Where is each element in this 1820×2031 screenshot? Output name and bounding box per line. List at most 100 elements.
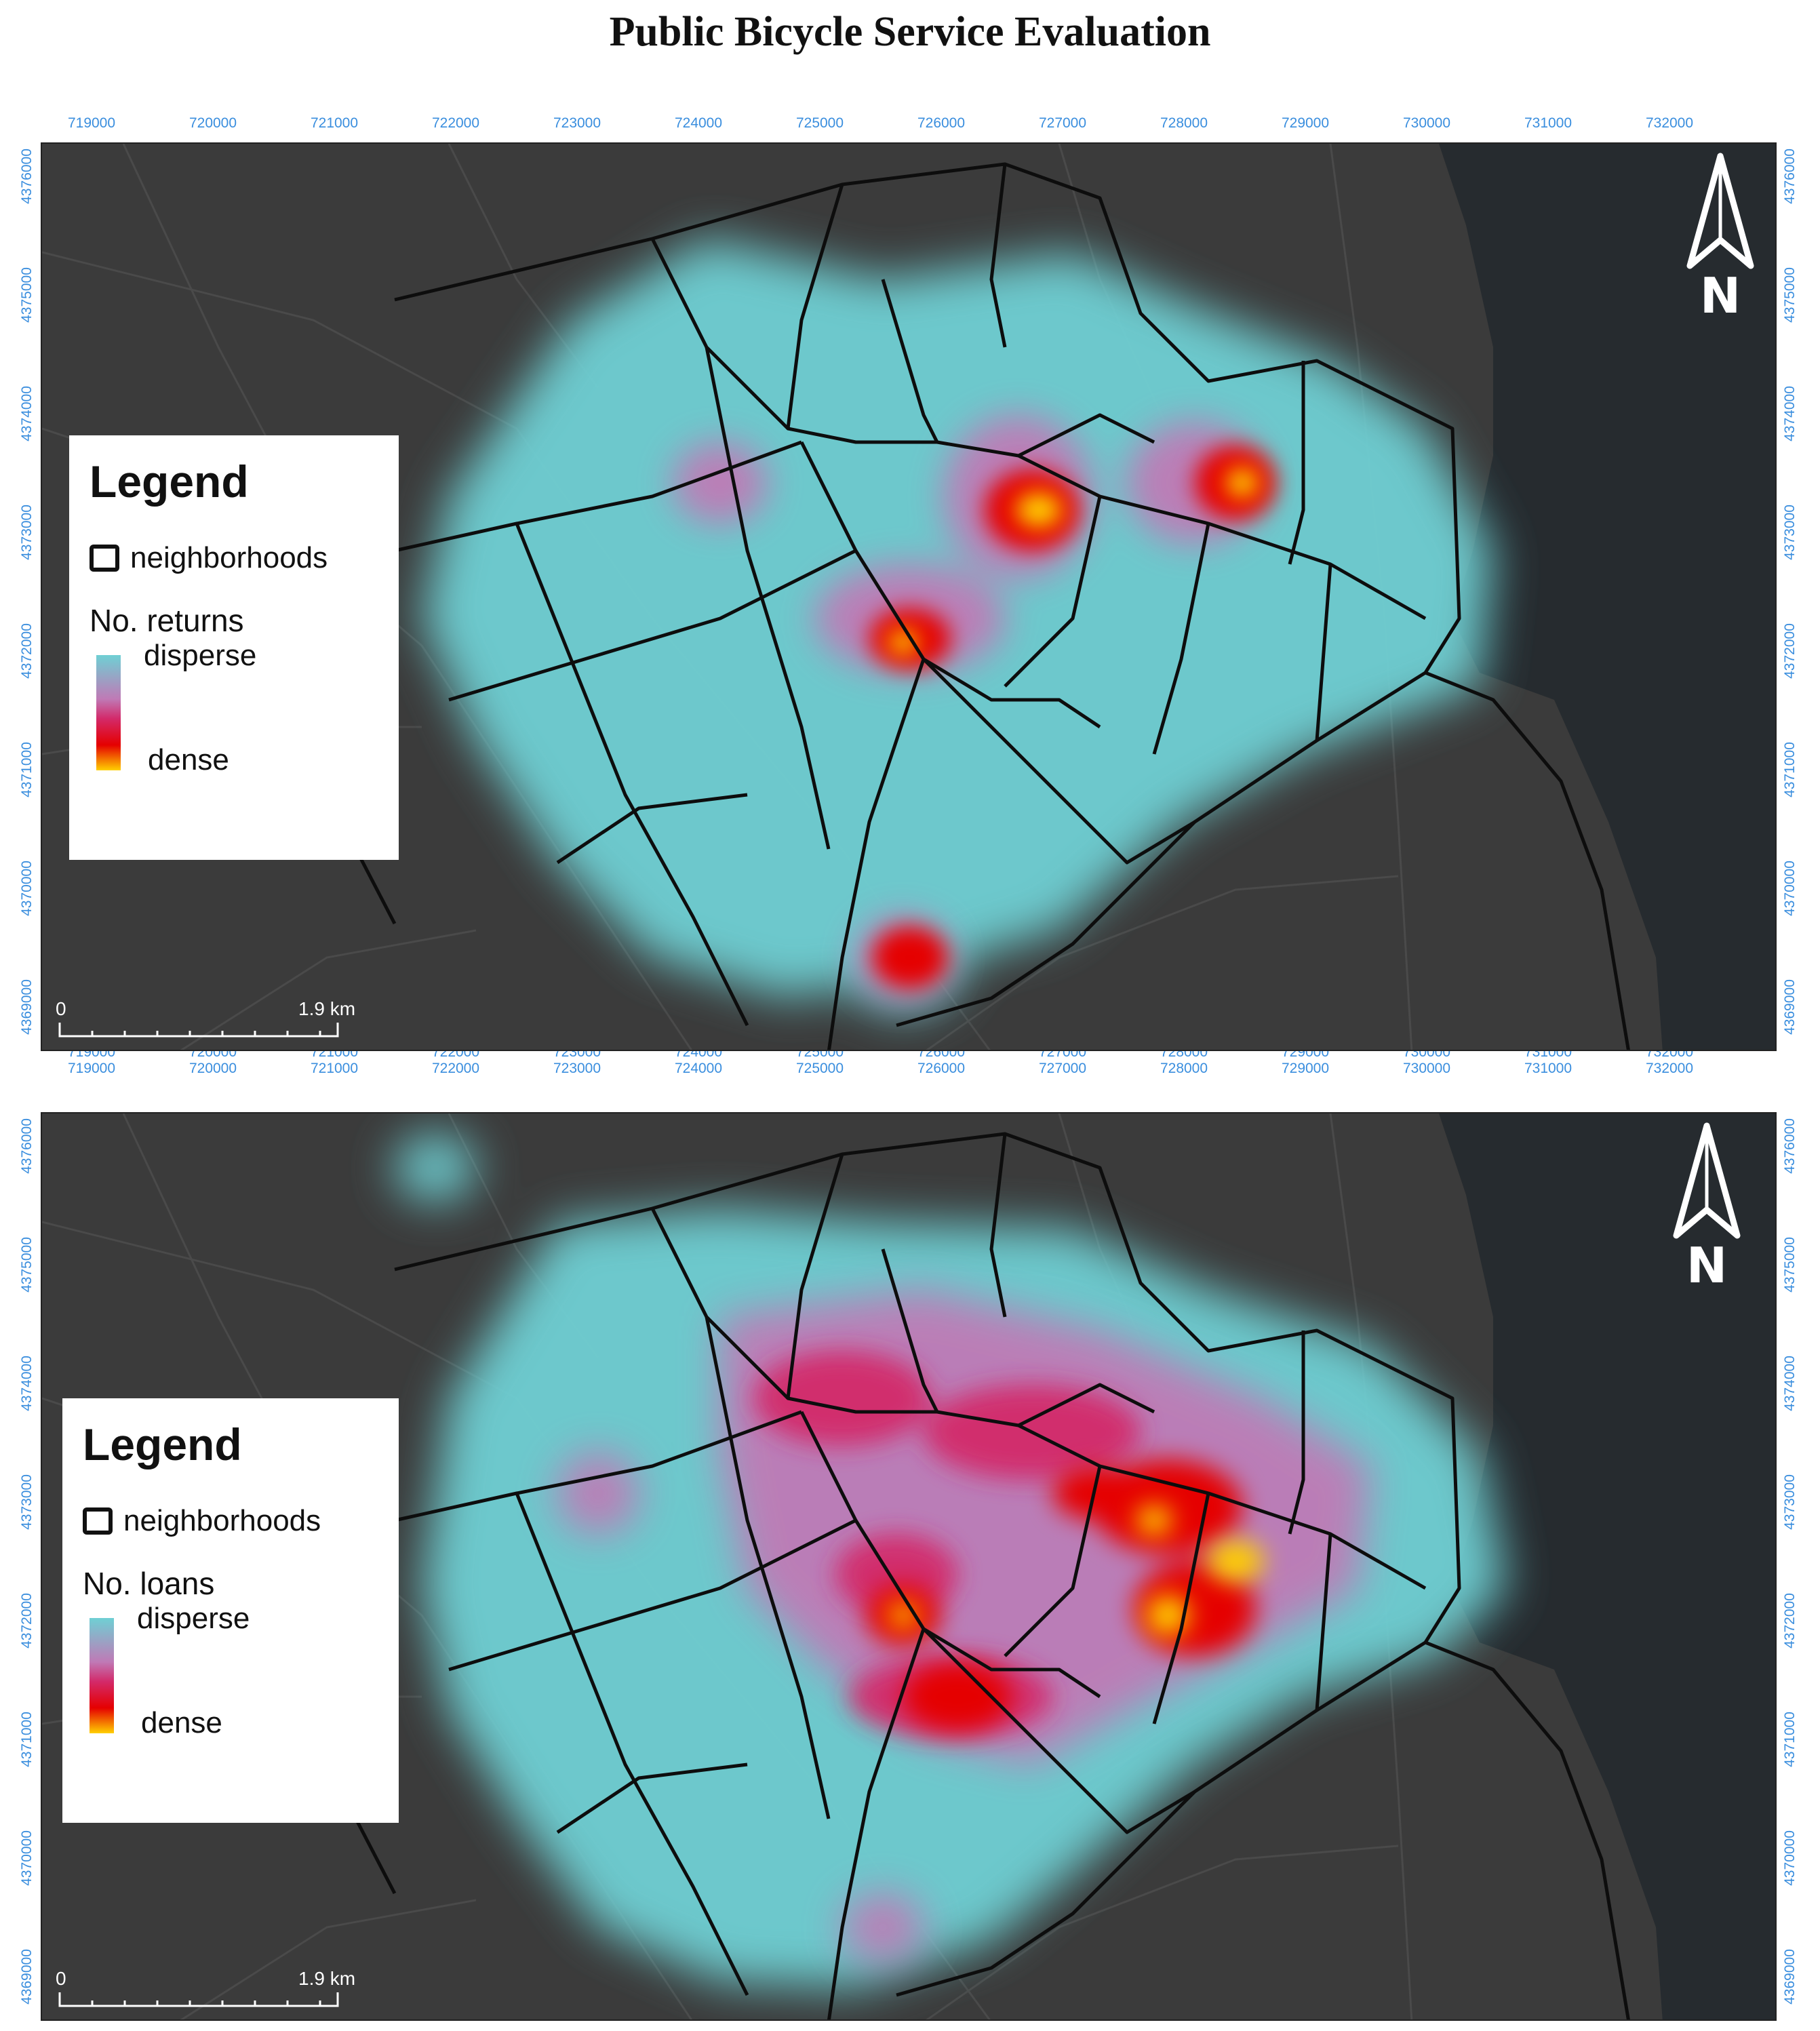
x-tick-label: 726000: [917, 115, 966, 131]
neighborhood-swatch: [83, 1507, 113, 1535]
north-arrow: N: [1683, 151, 1758, 327]
x-tick-label: 732000: [1645, 1061, 1694, 1076]
y-tick-label: 4370000: [1782, 1830, 1798, 1886]
y-tick-label: 4369000: [19, 1949, 35, 2005]
density-gradient: [90, 1618, 114, 1733]
x-tick-label: 729000: [1281, 1061, 1330, 1076]
y-tick-label: 4374000: [19, 1356, 35, 1411]
scale-end-label: 1.9 km: [298, 1968, 356, 1989]
y-tick-label: 4372000: [1782, 1593, 1798, 1649]
y-tick-label: 4374000: [1782, 386, 1798, 441]
scale-bar: 0 1.9 km: [56, 1968, 374, 2015]
loans-heatmap-svg: [42, 1113, 1775, 2019]
x-tick-label: 722000: [431, 1061, 480, 1076]
scale-bar: 0 1.9 km: [56, 998, 374, 1046]
legend-layer-label: neighborhoods: [130, 541, 328, 574]
scale-end-label: 1.9 km: [298, 998, 356, 1019]
y-tick-label: 4369000: [1782, 979, 1798, 1035]
x-tick-label: 732000: [1645, 115, 1694, 131]
x-tick-label: 723000: [553, 1061, 601, 1076]
y-tick-label: 4372000: [19, 1593, 35, 1649]
north-label: N: [1699, 267, 1741, 324]
ramp-bottom-label: dense: [141, 1706, 222, 1739]
returns-heatmap-svg: [42, 144, 1775, 1050]
ramp-top-label: disperse: [137, 1602, 250, 1635]
x-tick-label: 720000: [189, 115, 237, 131]
page-title: Public Bicycle Service Evaluation: [609, 9, 1211, 55]
x-tick-label: 721000: [310, 115, 359, 131]
legend-layer-label: neighborhoods: [123, 1504, 321, 1537]
y-tick-label: 4370000: [19, 861, 35, 916]
y-tick-label: 4373000: [1782, 505, 1798, 560]
y-tick-label: 4374000: [1782, 1356, 1798, 1411]
x-tick-label: 726000: [917, 1061, 966, 1076]
legend-layer-row: neighborhoods: [90, 541, 378, 575]
north-label: N: [1686, 1237, 1728, 1294]
y-tick-label: 4376000: [1782, 1118, 1798, 1174]
north-arrow: N: [1669, 1120, 1744, 1297]
y-tick-label: 4376000: [19, 1118, 35, 1174]
scale-start-label: 0: [56, 1968, 66, 1989]
ramp-bottom-label: dense: [148, 743, 229, 776]
y-tick-label: 4371000: [19, 1712, 35, 1767]
y-tick-label: 4375000: [1782, 1237, 1798, 1293]
legend-color-ramp: disperse dense: [83, 1602, 378, 1739]
y-tick-label: 4375000: [1782, 267, 1798, 323]
x-tick-label: 724000: [674, 115, 723, 131]
x-tick-label: 731000: [1524, 1061, 1572, 1076]
neighborhood-boundaries: [243, 1132, 1630, 2019]
y-tick-label: 4373000: [1782, 1474, 1798, 1530]
y-ticks-left: 4376000 4375000 4374000 4373000 4372000 43710…: [14, 142, 41, 1051]
scale-bar-graphic: [58, 1023, 339, 1038]
y-tick-label: 4370000: [19, 1830, 35, 1886]
neighborhood-swatch: [90, 545, 119, 572]
x-tick-label: 727000: [1038, 1061, 1087, 1076]
returns-map-panel: 719000 720000 721000 722000 723000 724000 7250…: [14, 102, 1804, 1060]
x-tick-label: 720000: [189, 1061, 237, 1076]
y-tick-label: 4376000: [19, 149, 35, 204]
y-tick-label: 4373000: [19, 1474, 35, 1530]
legend-title: Legend: [90, 456, 249, 507]
north-arrow-icon: [1673, 1122, 1741, 1239]
north-arrow-icon: [1686, 153, 1754, 269]
x-tick-label: 725000: [795, 1061, 844, 1076]
y-tick-label: 4371000: [19, 742, 35, 797]
y-tick-label: 4372000: [1782, 623, 1798, 679]
x-tick-label: 730000: [1402, 115, 1451, 131]
y-tick-label: 4376000: [1782, 149, 1798, 204]
x-tick-label: 729000: [1281, 115, 1330, 131]
x-tick-label: 730000: [1402, 1061, 1451, 1076]
y-ticks-left: 4376000 4375000 4374000 4373000 4372000 43710…: [14, 1112, 41, 2021]
x-ticks-top: 719000 720000 721000 722000 723000 724000 7250…: [14, 1061, 1804, 1095]
loans-map[interactable]: Legend neighborhoods No. loans disperse …: [41, 1112, 1777, 2021]
loans-map-panel: 719000 720000 721000 722000 723000 724000 7250…: [14, 1061, 1804, 2028]
returns-map[interactable]: Legend neighborhoods No. returns dispers…: [41, 142, 1777, 1051]
legend-title: Legend: [83, 1419, 242, 1470]
neighborhood-boundaries: [243, 162, 1630, 1050]
y-tick-label: 4369000: [19, 979, 35, 1035]
x-tick-label: 721000: [310, 1061, 359, 1076]
returns-legend: Legend neighborhoods No. returns dispers…: [69, 435, 399, 860]
loans-legend: Legend neighborhoods No. loans disperse …: [62, 1398, 399, 1823]
y-ticks-right: 4376000 4375000 4374000 4373000 4372000 43710…: [1777, 1112, 1804, 2021]
scale-start-label: 0: [56, 998, 66, 1019]
legend-field-label: No. returns: [90, 603, 244, 638]
sea-area: [1439, 144, 1775, 1050]
legend-layer-row: neighborhoods: [83, 1504, 378, 1538]
y-tick-label: 4369000: [1782, 1949, 1798, 2005]
ramp-top-label: disperse: [144, 639, 257, 672]
sea-area: [1439, 1113, 1775, 2019]
x-ticks-top: 719000 720000 721000 722000 723000 724000 7250…: [14, 115, 1804, 149]
x-tick-label: 719000: [67, 115, 116, 131]
density-gradient: [96, 655, 121, 770]
x-tick-label: 727000: [1038, 115, 1087, 131]
y-tick-label: 4372000: [19, 623, 35, 679]
scale-bar-graphic: [58, 1992, 339, 2007]
x-tick-label: 723000: [553, 115, 601, 131]
legend-field-label: No. loans: [83, 1566, 215, 1601]
y-tick-label: 4375000: [19, 1237, 35, 1293]
x-tick-label: 731000: [1524, 115, 1572, 131]
y-tick-label: 4373000: [19, 505, 35, 560]
returns-heat-layer: [422, 239, 1493, 1012]
x-tick-label: 719000: [67, 1061, 116, 1076]
